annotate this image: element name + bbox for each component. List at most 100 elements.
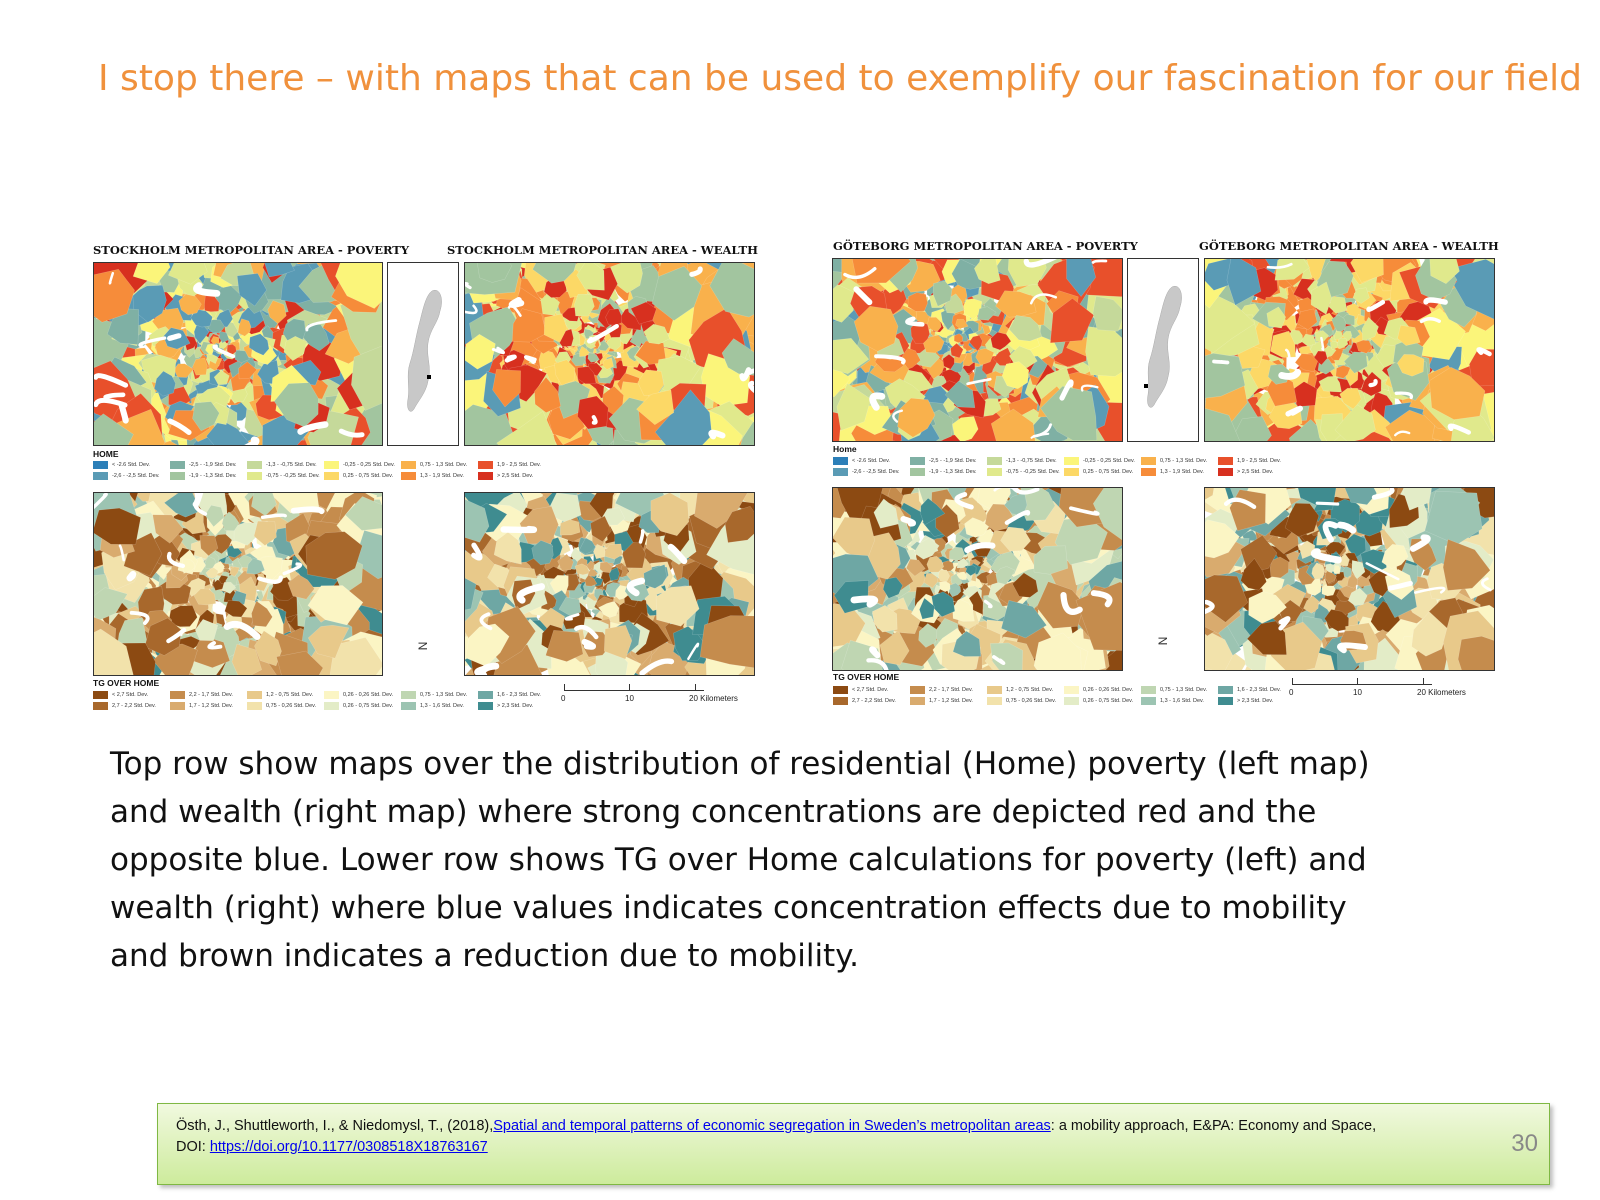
legend-item (1295, 457, 1372, 465)
legend-label: 1,3 - 1,9 Std. Dev. (420, 473, 464, 479)
legend-item: 0,75 - 0,26 Std. Dev. (247, 702, 324, 710)
legend-swatch (478, 702, 493, 710)
legend-label: 0,75 - 1,3 Std. Dev. (420, 692, 467, 698)
legend-swatch (1141, 468, 1156, 476)
legend-swatch (478, 461, 493, 469)
legend-item: -1,9 - -1,3 Std. Dev. (170, 472, 247, 480)
legend-swatch (1141, 686, 1156, 694)
scale-label-0: 0 (561, 694, 566, 703)
legend-swatch (910, 697, 925, 705)
legend-item: < 2,7 Std. Dev. (93, 691, 170, 699)
home-legend-title: HOME (93, 449, 119, 459)
legend-label: > 2,5 Std. Dev. (1237, 469, 1274, 475)
legend-swatch (93, 691, 108, 699)
legend-label: 0,75 - 1,3 Std. Dev. (420, 462, 467, 468)
scale-label-20-b: 20 Kilometers (1417, 688, 1466, 697)
legend-swatch (478, 472, 493, 480)
legend-item: > 2,3 Std. Dev. (478, 702, 555, 710)
legend-label: 2,2 - 1,7 Std. Dev. (189, 692, 233, 698)
legend-item: 2,7 - 2,2 Std. Dev. (93, 702, 170, 710)
legend-item: < -2.6 Std. Dev. (93, 461, 170, 469)
legend-label: 0,26 - 0,26 Std. Dev. (1083, 687, 1134, 693)
north-arrow-icon: N (415, 641, 430, 651)
legend-label: 0,26 - 0,75 Std. Dev. (343, 703, 394, 709)
stockholm-tg-poverty-map (93, 492, 383, 676)
legend-item: 1,2 - 0,75 Std. Dev. (987, 686, 1064, 694)
legend-item: -1,3 - -0,75 Std. Dev. (247, 461, 324, 469)
legend-item: 0,75 - 1,3 Std. Dev. (401, 461, 478, 469)
citation-doi-link[interactable]: https://doi.org/10.1177/0308518X18763167 (209, 1139, 488, 1155)
legend-swatch (170, 691, 185, 699)
scale-bar: 0 10 20 Kilometers (561, 684, 738, 714)
page-number: 30 (1511, 1130, 1538, 1157)
tg-legend-title-2: TG OVER HOME (833, 672, 900, 682)
legend-item: 1,7 - 1,2 Std. Dev. (910, 697, 987, 705)
scale-label-0-b: 0 (1289, 688, 1294, 697)
legend-item: 1,3 - 1,9 Std. Dev. (401, 472, 478, 480)
citation-doi-label: DOI: (176, 1139, 210, 1155)
legend-swatch (987, 468, 1002, 476)
legend-label: -0,25 - 0,25 Std. Dev. (343, 462, 395, 468)
legend-swatch (324, 472, 339, 480)
legend-label: -2,6 - -2,5 Std. Dev. (852, 469, 900, 475)
legend-item: > 2,3 Std. Dev. (1218, 697, 1295, 705)
legend-label: 1,9 - 2,5 Std. Dev. (497, 462, 541, 468)
legend-item: -2,5 - -1,9 Std. Dev. (910, 457, 987, 465)
legend-label: -1,9 - -1,3 Std. Dev. (929, 469, 977, 475)
legend-item: -0,75 - -0,25 Std. Dev. (247, 472, 324, 480)
legend-swatch (910, 686, 925, 694)
scale-label-10-b: 10 (1353, 688, 1362, 697)
legend-swatch (1064, 697, 1079, 705)
home-legend: < -2.6 Std. Dev. -2,5 - -1,9 Std. Dev. -1,… (93, 461, 632, 480)
legend-label: 0,75 - 0,26 Std. Dev. (266, 703, 317, 709)
legend-item: 1,6 - 2,3 Std. Dev. (478, 691, 555, 699)
legend-swatch (1064, 686, 1079, 694)
legend-swatch (910, 468, 925, 476)
legend-label: -2,6 - -2,5 Std. Dev. (112, 473, 160, 479)
goteborg-tg-wealth-map (1204, 487, 1495, 671)
citation-article-link[interactable]: Spatial and temporal patterns of economi… (493, 1118, 1051, 1134)
legend-swatch (324, 702, 339, 710)
legend-swatch (1064, 468, 1079, 476)
legend-label: > 2,3 Std. Dev. (1237, 698, 1274, 704)
legend-label: -0,75 - -0,25 Std. Dev. (1006, 469, 1060, 475)
legend-label: 1,9 - 2,5 Std. Dev. (1237, 458, 1281, 464)
legend-item: -0,25 - 0,25 Std. Dev. (324, 461, 401, 469)
north-arrow-icon-2: N (1155, 636, 1170, 646)
legend-item: 0,26 - 0,75 Std. Dev. (324, 702, 401, 710)
stockholm-wealth-title: STOCKHOLM METROPOLITAN AREA - WEALTH (447, 243, 758, 257)
goteborg-poverty-title: GÖTEBORG METROPOLITAN AREA - POVERTY (833, 239, 1138, 253)
legend-label: < -2.6 Std. Dev. (852, 458, 890, 464)
legend-label: -1,3 - -0,75 Std. Dev. (1006, 458, 1057, 464)
legend-label: 0,25 - 0,75 Std. Dev. (1083, 469, 1134, 475)
stockholm-figure: STOCKHOLM METROPOLITAN AREA - POVERTY ST… (90, 236, 780, 736)
tg-legend-title: TG OVER HOME (93, 678, 160, 688)
goteborg-wealth-title: GÖTEBORG METROPOLITAN AREA - WEALTH (1199, 239, 1499, 253)
legend-label: 0,75 - 1,3 Std. Dev. (1160, 687, 1207, 693)
legend-item: < 2,7 Std. Dev. (833, 686, 910, 694)
legend-label: -0,75 - -0,25 Std. Dev. (266, 473, 320, 479)
legend-swatch (93, 702, 108, 710)
legend-item: -2,6 - -2,5 Std. Dev. (833, 468, 910, 476)
legend-swatch (910, 457, 925, 465)
legend-swatch (987, 457, 1002, 465)
legend-label: 1,7 - 1,2 Std. Dev. (189, 703, 233, 709)
legend-label: 1,3 - 1,9 Std. Dev. (1160, 469, 1204, 475)
citation-box: Östh, J., Shuttleworth, I., & Niedomysl,… (157, 1103, 1550, 1185)
legend-item: -1,3 - -0,75 Std. Dev. (987, 457, 1064, 465)
legend-swatch (1141, 457, 1156, 465)
legend-item: 1,2 - 0,75 Std. Dev. (247, 691, 324, 699)
legend-item: > 2,5 Std. Dev. (1218, 468, 1295, 476)
legend-swatch (247, 461, 262, 469)
legend-item: 1,9 - 2,5 Std. Dev. (1218, 457, 1295, 465)
legend-swatch (324, 691, 339, 699)
legend-swatch (93, 461, 108, 469)
legend-swatch (170, 472, 185, 480)
legend-swatch (247, 691, 262, 699)
legend-label: < 2,7 Std. Dev. (112, 692, 149, 698)
legend-label: > 2,5 Std. Dev. (497, 473, 534, 479)
legend-swatch (401, 702, 416, 710)
legend-label: -1,3 - -0,75 Std. Dev. (266, 462, 317, 468)
legend-label: -2,5 - -1,9 Std. Dev. (189, 462, 237, 468)
legend-item: 0,75 - 1,3 Std. Dev. (401, 691, 478, 699)
